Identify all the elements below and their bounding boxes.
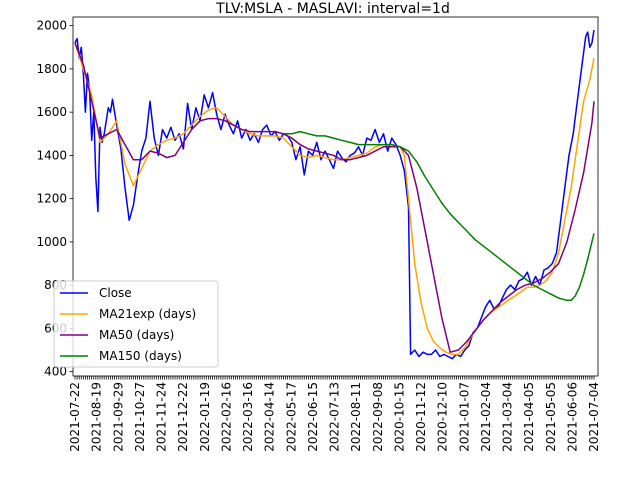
x-tick-label: 2021-01-07 — [457, 382, 471, 452]
y-tick-label: 1200 — [36, 192, 67, 206]
x-tick-label: 2021-08-19 — [90, 382, 104, 452]
y-tick-label: 1800 — [36, 62, 67, 76]
series-line-3 — [283, 130, 595, 302]
x-tick-label: 2022-06-15 — [306, 382, 320, 452]
x-tick-label: 2022-02-16 — [219, 382, 233, 452]
legend-label: MA50 (days) — [99, 328, 174, 342]
x-tick-label: 2020-11-12 — [414, 382, 428, 452]
y-tick-label: 2000 — [36, 19, 67, 33]
x-tick-label: 2021-03-04 — [501, 382, 515, 452]
legend-box — [53, 280, 219, 368]
x-tick-label: 2021-05-05 — [544, 382, 558, 452]
series-line-1 — [74, 42, 595, 356]
y-tick-label: 400 — [44, 365, 67, 379]
chart-title: TLV:MSLA - MASLAVI: interval=1d — [215, 1, 450, 17]
x-tick-label: 2022-04-14 — [263, 382, 277, 452]
x-tick-label: 2021-02-04 — [479, 382, 493, 452]
x-tick-label: 2022-08-11 — [349, 382, 363, 452]
x-tick-label: 2021-07-22 — [68, 382, 82, 452]
x-tick-label: 2021-10-27 — [133, 382, 147, 452]
x-tick-label: 2021-12-22 — [176, 382, 190, 452]
series-line-2 — [74, 42, 595, 353]
x-tick-label: 2021-09-29 — [111, 382, 125, 452]
y-tick-label: 1400 — [36, 148, 67, 162]
x-tick-label: 2021-04-05 — [522, 382, 536, 452]
legend-label: Close — [99, 286, 132, 300]
x-tick-label: 2022-09-08 — [371, 382, 385, 452]
legend: Close MA21exp (days) MA50 (days) MA150 (day… — [53, 280, 219, 368]
y-tick-label: 1600 — [36, 105, 67, 119]
x-axis: 2021-07-22 2021-08-19 2021-09-29 2021-10-27… — [68, 376, 601, 452]
x-tick-label: 2020-12-10 — [436, 382, 450, 452]
x-tick-label: 2021-11-24 — [155, 382, 169, 452]
x-tick-label: 2020-10-15 — [392, 382, 406, 452]
y-tick-label: 1000 — [36, 235, 67, 249]
x-tick-label: 2022-01-19 — [198, 382, 212, 452]
x-tick-label: 2022-05-17 — [284, 382, 298, 452]
legend-label: MA21exp (days) — [99, 307, 196, 321]
x-tick-label: 2021-06-06 — [565, 382, 579, 452]
x-tick-label: 2022-03-16 — [241, 382, 255, 452]
legend-label: MA150 (days) — [99, 349, 182, 363]
x-tick-label: 2021-07-04 — [587, 382, 601, 452]
x-tick-label: 2022-07-13 — [328, 382, 342, 452]
